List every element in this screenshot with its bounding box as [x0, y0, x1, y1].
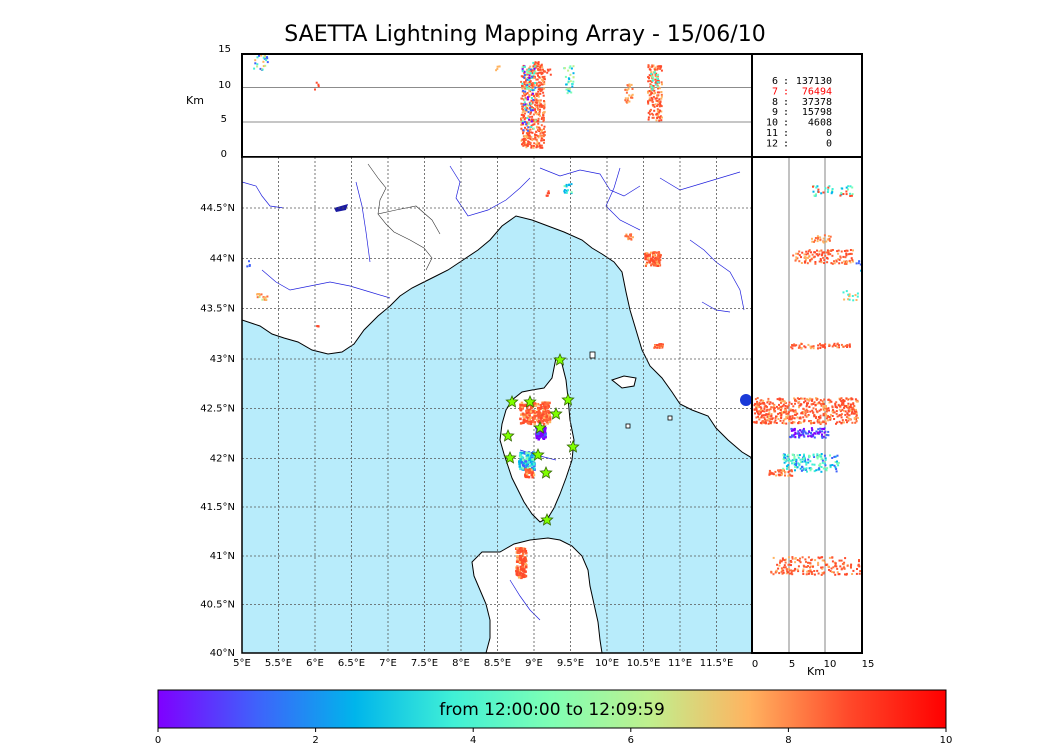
station-star-icon [540, 512, 554, 526]
alt-axis-unit: Km [186, 94, 204, 107]
lon-tick-label: 8°E [452, 658, 470, 669]
station-star-icon [549, 406, 563, 420]
lat-tick-label: 40°N [210, 648, 235, 659]
map-panel [241, 156, 753, 654]
corsica-island [499, 356, 575, 523]
colorbar-label: from 12:00:00 to 12:09:59 [439, 700, 665, 720]
legend-separator: : [783, 107, 789, 118]
borders [367, 163, 441, 271]
legend-separator: : [783, 97, 789, 108]
alt-tick-0: 0 [221, 149, 227, 160]
station-star-icon [561, 392, 575, 406]
colorbar-tick-label: 4 [470, 735, 476, 746]
side-axis-unit: Km [807, 665, 825, 678]
legend-station-count: 7 [772, 86, 778, 97]
legend-source-count: 0 [826, 138, 832, 149]
lon-tick-label: 7.5°E [411, 658, 438, 669]
station-star-icon [566, 439, 580, 453]
station-markers [501, 352, 580, 526]
colorbar-tick-label: 10 [940, 735, 953, 746]
lon-tick-label: 8.5°E [484, 658, 511, 669]
colorbar-tick-label: 2 [312, 735, 318, 746]
lat-tick-label: 41.5°N [200, 502, 235, 513]
station-star-icon [533, 420, 547, 434]
legend-source-count: 76494 [802, 86, 832, 97]
station-star-icon [539, 465, 553, 479]
lat-tick-label: 42°N [210, 454, 235, 465]
altitude-latitude-scatter [753, 185, 862, 576]
sardinia-island [471, 537, 603, 653]
lightning-sources-map [246, 183, 664, 580]
legend-separator: : [783, 128, 789, 139]
legend-station-count: 9 [772, 107, 778, 118]
time-colorbar [157, 689, 947, 729]
legend-source-count: 4608 [808, 118, 832, 129]
legend-separator: : [783, 86, 789, 97]
station-count-legend: 6:1371307:764948:373789:1579810:460811:0… [766, 76, 832, 149]
mainland-land [242, 157, 752, 459]
legend-station-count: 11 [766, 128, 778, 139]
lon-tick-label: 9.5°E [557, 658, 584, 669]
legend-separator: : [783, 118, 789, 129]
station-star-icon [503, 450, 517, 464]
lat-tick-label: 42.5°N [200, 404, 235, 415]
altitude-latitude-panel [751, 156, 863, 654]
latitude-labels: 44.5°N 44°N 43.5°N 43°N 42.5°N 42°N 41.5°N 41°N… [200, 203, 235, 659]
lat-tick-label: 41°N [210, 551, 235, 562]
legend-station-count: 10 [766, 118, 778, 129]
lat-tick-label: 44.5°N [200, 203, 235, 214]
legend-source-count: 37378 [802, 97, 832, 108]
alt-tick-5: 5 [221, 114, 227, 125]
colorbar-tick-label: 6 [628, 735, 634, 746]
lon-tick-label: 10°E [595, 658, 619, 669]
station-star-icon [553, 352, 567, 366]
colorbar-tick-label: 0 [155, 735, 161, 746]
station-star-icon [505, 394, 519, 408]
side-tick-10: 10 [824, 659, 837, 670]
side-tick-15: 15 [862, 659, 875, 670]
station-star-icon [523, 394, 537, 408]
lon-tick-label: 10.5°E [627, 658, 661, 669]
lon-tick-label: 6°E [306, 658, 324, 669]
alt-tick-15: 15 [218, 44, 231, 55]
side-tick-0: 0 [752, 659, 758, 670]
altitude-longitude-scatter [253, 54, 663, 149]
station-star-icon [531, 447, 545, 461]
lon-tick-label: 11.5°E [700, 658, 734, 669]
figure-title: SAETTA Lightning Mapping Array - 15/06/1… [284, 22, 766, 47]
legend-separator: : [783, 76, 789, 87]
lat-tick-label: 43.5°N [200, 304, 235, 315]
legend-source-count: 137130 [796, 76, 832, 87]
colorbar-ticks: 0 2 4 6 8 10 [155, 728, 953, 746]
longitude-labels: 5°E 5.5°E 6°E 6.5°E 7°E 7.5°E 8°E 8.5°E 9°E 9.5°E… [233, 658, 733, 669]
lat-tick-label: 40.5°N [200, 600, 235, 611]
legend-source-count: 0 [826, 128, 832, 139]
legend-station-count: 8 [772, 97, 778, 108]
lon-tick-label: 5°E [233, 658, 251, 669]
lat-tick-label: 43°N [210, 354, 235, 365]
rivers [242, 165, 745, 621]
lon-tick-label: 9°E [525, 658, 543, 669]
legend-station-count: 12 [766, 138, 778, 149]
lon-tick-label: 11°E [668, 658, 692, 669]
station-star-icon [501, 428, 515, 442]
lat-tick-label: 44°N [210, 254, 235, 265]
alt-tick-10: 10 [218, 80, 231, 91]
lon-tick-label: 5.5°E [265, 658, 292, 669]
lon-tick-label: 7°E [379, 658, 397, 669]
lon-tick-label: 6.5°E [338, 658, 365, 669]
legend-source-count: 15798 [802, 107, 832, 118]
side-tick-5: 5 [789, 659, 795, 670]
colorbar-tick-label: 8 [785, 735, 791, 746]
graticule [242, 157, 752, 653]
legend-station-count: 6 [772, 76, 778, 87]
legend-separator: : [783, 138, 789, 149]
